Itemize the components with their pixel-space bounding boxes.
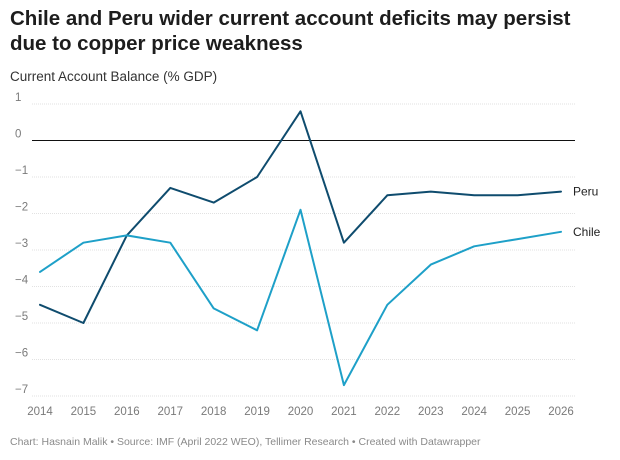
x-tick-label: 2024 [461,406,487,418]
x-tick-label: 2016 [114,406,140,418]
x-axis: 2014 2015 2016 2017 2018 2019 2020 2021 2022 2023… [27,406,574,418]
y-tick-label: −5 [15,311,28,323]
y-tick-label: −7 [15,384,28,396]
chart-footer: Chart: Hasnain Malik • Source: IMF (Apri… [10,436,481,448]
series-line-peru [39,110,562,324]
y-tick-label: −4 [15,275,29,287]
x-tick-label: 2020 [288,406,314,418]
y-tick-label: 0 [15,129,21,141]
x-tick-label: 2015 [71,406,97,418]
series-label-peru: Peru [573,185,598,199]
y-axis: 1 0 −1 −2 −3 −4 −5 −6 −7 [15,92,29,396]
chart-title: Chile and Peru wider current account def… [10,7,571,55]
y-tick-label: −2 [15,202,28,214]
line-chart: 10−1−2−3−4−5−6−7 2014 2015 2016 2017 2018 201… [15,92,601,418]
y-tick-label: 1 [15,92,21,104]
x-tick-label: 2022 [375,406,401,418]
x-tick-label: 2026 [548,406,574,418]
y-tick-label: −1 [15,165,28,177]
x-tick-label: 2017 [157,406,183,418]
series-labels: Peru Chile [573,185,601,239]
series-label-chile: Chile [573,225,601,239]
chart-subtitle: Current Account Balance (% GDP) [10,69,218,84]
y-tick-label: −6 [15,348,28,360]
grid-lines [32,103,575,397]
series-line-chile [39,208,562,387]
x-tick-label: 2021 [331,406,357,418]
y-tick-label: −3 [15,238,28,250]
x-tick-label: 2023 [418,406,444,418]
x-tick-label: 2018 [201,406,227,418]
x-tick-label: 2014 [27,406,53,418]
x-tick-label: 2025 [505,406,531,418]
x-tick-label: 2019 [244,406,270,418]
series-lines [39,110,562,387]
